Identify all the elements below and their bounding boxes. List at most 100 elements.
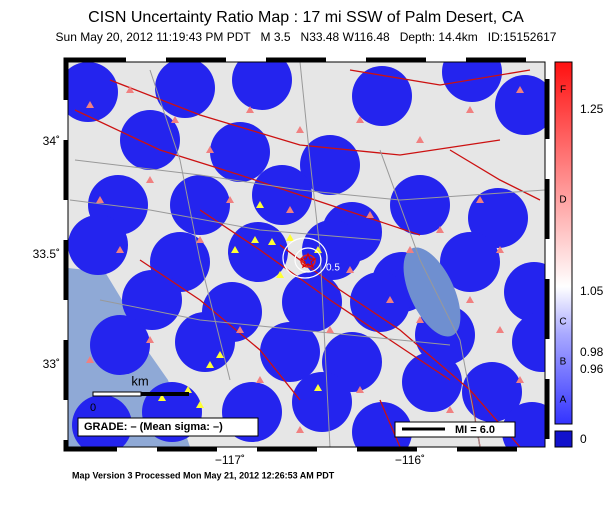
uncertainty-zones bbox=[68, 62, 545, 447]
station bbox=[286, 206, 294, 213]
station bbox=[436, 226, 444, 233]
grade-letter: C bbox=[559, 317, 566, 328]
station bbox=[116, 246, 124, 253]
uncertainty-zone bbox=[228, 222, 288, 282]
uncertainty-zone bbox=[495, 75, 545, 135]
station bbox=[246, 106, 254, 113]
roads bbox=[69, 62, 545, 447]
grade-letter: A bbox=[560, 395, 567, 406]
subtitle: Sun May 20, 2012 11:19:43 PM PDT M 3.5 N… bbox=[56, 30, 557, 44]
uncertainty-zone bbox=[440, 232, 500, 292]
grade-letter: F bbox=[560, 85, 566, 96]
station bbox=[406, 246, 414, 253]
road bbox=[299, 62, 331, 447]
lake bbox=[403, 247, 461, 337]
station bbox=[416, 316, 424, 323]
station bbox=[516, 376, 524, 383]
road bbox=[149, 69, 231, 381]
station bbox=[496, 326, 504, 333]
uncertainty-zone bbox=[252, 165, 312, 225]
road bbox=[74, 159, 545, 201]
uncertainty-zone bbox=[68, 62, 118, 122]
uncertainty-zone bbox=[90, 315, 150, 375]
uncertainty-zone bbox=[260, 322, 320, 382]
scale-bar: km 0 bbox=[90, 373, 189, 414]
station bbox=[346, 266, 354, 273]
uncertainty-zone bbox=[390, 175, 450, 235]
station bbox=[216, 351, 224, 358]
lat-label: 33.5˚ bbox=[33, 247, 60, 261]
uncertainty-zone bbox=[210, 122, 270, 182]
grade-letter: D bbox=[559, 195, 566, 206]
station bbox=[256, 376, 264, 383]
station bbox=[126, 86, 134, 93]
fault bbox=[139, 259, 301, 401]
station bbox=[516, 86, 524, 93]
road bbox=[99, 299, 451, 346]
colorbar-swatch bbox=[554, 430, 573, 448]
station bbox=[466, 106, 474, 113]
station bbox=[86, 101, 94, 108]
colorbar-value: 1.05 bbox=[580, 284, 604, 298]
uncertainty-zone bbox=[442, 62, 502, 102]
scale-segment bbox=[92, 391, 142, 397]
fault bbox=[449, 149, 541, 201]
fault bbox=[109, 79, 501, 156]
station bbox=[466, 296, 474, 303]
station bbox=[476, 196, 484, 203]
station bbox=[314, 384, 322, 391]
faults bbox=[74, 69, 541, 447]
uncertainty-zone bbox=[402, 352, 462, 412]
fault bbox=[349, 69, 531, 86]
station bbox=[231, 246, 239, 253]
grade-box bbox=[77, 417, 259, 437]
footer: Map Version 3 Processed Mon May 21, 2012… bbox=[72, 470, 335, 480]
station bbox=[146, 336, 154, 343]
epicenter-star bbox=[299, 252, 317, 269]
station bbox=[171, 116, 179, 123]
station bbox=[251, 236, 259, 243]
station bbox=[386, 296, 394, 303]
station bbox=[256, 201, 264, 208]
stations bbox=[86, 86, 524, 433]
station bbox=[206, 146, 214, 153]
title: CISN Uncertainty Ratio Map : 17 mi SSW o… bbox=[88, 9, 524, 26]
station bbox=[236, 326, 244, 333]
station bbox=[446, 406, 454, 413]
road bbox=[69, 199, 381, 241]
colorbar-value: 1.25 bbox=[580, 102, 604, 116]
grade-letter: B bbox=[560, 357, 567, 368]
station bbox=[326, 326, 334, 333]
station bbox=[496, 246, 504, 253]
uncertainty-zone bbox=[282, 272, 342, 332]
fault bbox=[279, 244, 521, 447]
uncertainty-zone bbox=[350, 272, 410, 332]
uncertainty-zone bbox=[170, 175, 230, 235]
lon-label: −116˚ bbox=[395, 453, 425, 467]
epicenter-contours bbox=[282, 237, 328, 279]
uncertainty-zone bbox=[120, 110, 180, 170]
map-border bbox=[63, 57, 550, 452]
uncertainty-zone bbox=[292, 372, 352, 432]
uncertainty-zone bbox=[512, 312, 545, 372]
uncertainty-zone bbox=[232, 62, 292, 110]
colorbar-value: 0 bbox=[580, 432, 587, 446]
colorbar: F D C B A 1.25 1.05 0.98 0.96 0 bbox=[554, 61, 604, 448]
station bbox=[296, 126, 304, 133]
station bbox=[206, 361, 214, 368]
station bbox=[226, 196, 234, 203]
fault bbox=[199, 209, 451, 381]
road bbox=[379, 149, 481, 447]
colorbar-ramp bbox=[554, 61, 573, 425]
station bbox=[286, 234, 294, 241]
station bbox=[196, 401, 204, 408]
contour bbox=[282, 237, 328, 279]
lon-label: −117˚ bbox=[215, 453, 245, 467]
fault bbox=[379, 399, 401, 447]
station bbox=[96, 196, 104, 203]
uncertainty-zone bbox=[462, 362, 522, 422]
uncertainty-zone bbox=[68, 215, 128, 275]
colorbar-value: 0.98 bbox=[580, 345, 604, 359]
mi-text: MI = 6.0 bbox=[455, 424, 495, 436]
